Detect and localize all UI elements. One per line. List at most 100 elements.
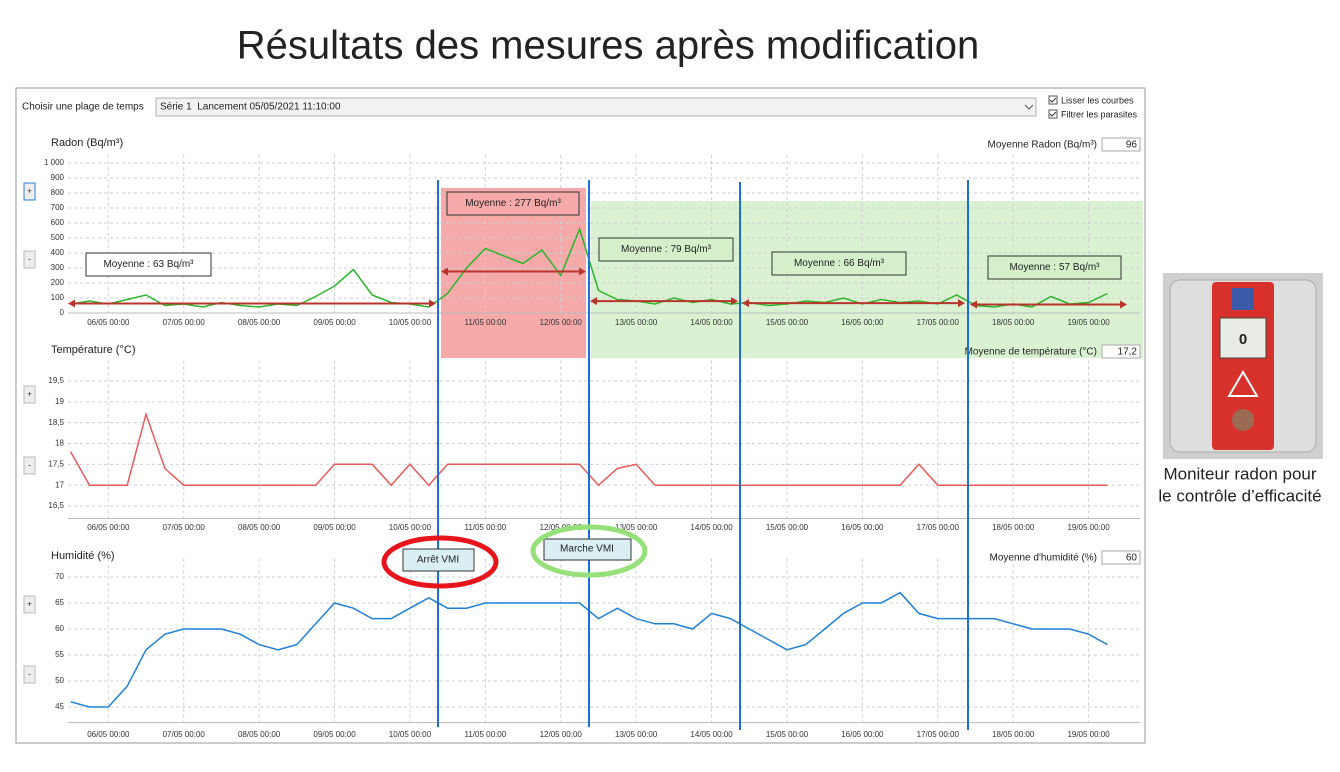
checkbox[interactable]: [1048, 109, 1058, 119]
x-tick-label: 12/05 00:00: [540, 730, 583, 739]
zoom-label: -: [28, 255, 31, 264]
x-tick-label: 11/05 00:00: [465, 523, 507, 532]
zoom-label: +: [27, 390, 32, 399]
average-box: [1101, 550, 1141, 565]
y-tick-label: 55: [55, 650, 64, 659]
period-lines: [437, 180, 969, 730]
mean-label: Moyenne : 57 Bq/m³: [1009, 262, 1100, 273]
mean-box: [85, 252, 212, 277]
y-tick-label: 500: [51, 233, 65, 242]
x-tick-label: 13/05 00:00: [615, 318, 658, 327]
y-tick-label: 18: [55, 439, 64, 448]
y-tick-label: 19: [55, 397, 64, 406]
y-tick-label: 300: [51, 263, 65, 272]
x-tick-label: 17/05 00:00: [917, 318, 960, 327]
x-tick-label: 14/05 00:00: [690, 318, 733, 327]
marker-ring: [530, 524, 648, 578]
x-tick-label: 19/05 00:00: [1067, 523, 1110, 532]
notes: Moyenne : 63 Bq/m³ Moyenne : 277 Bq/m³ Moy…: [68, 191, 1127, 309]
y-tick-label: 50: [55, 676, 64, 685]
marker-label: Marche VMI: [560, 544, 614, 555]
y-tick-label: 900: [51, 173, 65, 182]
checkbox[interactable]: [1048, 95, 1058, 105]
x-tick-label: 17/05 00:00: [917, 730, 960, 739]
x-tick-label: 15/05 00:00: [766, 318, 809, 327]
mean-label: Moyenne : 63 Bq/m³: [103, 259, 194, 270]
y-tick-label: 60: [55, 624, 64, 633]
y-tick-label: 19,5: [48, 376, 64, 385]
mean-box: [987, 255, 1122, 280]
mean-label: Moyenne : 277 Bq/m³: [465, 198, 561, 209]
dropdown-arrow: [1024, 104, 1034, 110]
x-tick-label: 10/05 00:00: [389, 523, 432, 532]
x-tick-label: 09/05 00:00: [313, 523, 356, 532]
x-tick-label: 07/05 00:00: [163, 523, 206, 532]
option-label: Filtrer les parasites: [1061, 109, 1138, 119]
average-label: Moyenne de température (°C): [965, 347, 1097, 358]
range-label: Choisir une plage de temps: [22, 102, 144, 113]
zoom-button[interactable]: [23, 665, 36, 684]
y-tick-label: 100: [51, 293, 65, 302]
x-tick-label: 18/05 00:00: [992, 730, 1035, 739]
y-tick-label: 16,5: [48, 501, 64, 510]
x-tick-label: 18/05 00:00: [992, 318, 1035, 327]
zoom-button[interactable]: [23, 456, 36, 475]
x-tick-label: 12/05 00:00: [540, 318, 583, 327]
chart-title: Température (°C): [51, 344, 135, 356]
option-label: Lisser les courbes: [1061, 95, 1134, 105]
y-tick-label: 17: [55, 480, 64, 489]
x-tick-label: 09/05 00:00: [313, 318, 356, 327]
x-tick-label: 06/05 00:00: [87, 523, 130, 532]
average-value: 17,2: [1118, 347, 1138, 358]
check-mark: [1049, 111, 1057, 117]
x-tick-label: 18/05 00:00: [992, 523, 1035, 532]
y-tick-label: 600: [51, 218, 65, 227]
zoom-button[interactable]: [23, 385, 36, 404]
x-tick-label: 15/05 00:00: [766, 730, 809, 739]
x-tick-label: 08/05 00:00: [238, 523, 281, 532]
zoom-button[interactable]: [23, 182, 36, 201]
mean-box: [446, 191, 580, 216]
device-logo: [1232, 288, 1254, 310]
zoom-button[interactable]: [23, 250, 36, 269]
y-tick-label: 400: [51, 248, 65, 257]
device-photo: 0: [1163, 273, 1323, 459]
mean-box: [771, 251, 907, 276]
x-tick-label: 19/05 00:00: [1067, 318, 1110, 327]
app-panel: [15, 87, 1146, 744]
x-tick-label: 11/05 00:00: [465, 730, 507, 739]
slide-title: Résultats des mesures après modification: [237, 24, 980, 68]
marker-box: [402, 548, 475, 572]
y-tick-label: 65: [55, 598, 64, 607]
x-tick-label: 08/05 00:00: [238, 318, 281, 327]
mean-label: Moyenne : 79 Bq/m³: [621, 244, 712, 255]
y-tick-label: 45: [55, 702, 64, 711]
x-tick-label: 19/05 00:00: [1067, 730, 1110, 739]
mean-box: [598, 237, 734, 262]
x-tick-label: 07/05 00:00: [163, 730, 206, 739]
y-tick-label: 700: [51, 203, 65, 212]
x-tick-label: 15/05 00:00: [766, 523, 809, 532]
x-tick-label: 06/05 00:00: [87, 730, 130, 739]
y-tick-label: 1 000: [44, 158, 65, 167]
y-tick-label: 800: [51, 188, 65, 197]
x-tick-label: 10/05 00:00: [389, 730, 432, 739]
mean-label: Moyenne : 66 Bq/m³: [794, 258, 885, 269]
x-tick-label: 13/05 00:00: [615, 730, 658, 739]
x-tick-label: 09/05 00:00: [313, 730, 356, 739]
zoom-label: -: [28, 461, 31, 470]
x-tick-label: 16/05 00:00: [841, 318, 884, 327]
x-tick-label: 14/05 00:00: [690, 523, 733, 532]
x-tick-label: 16/05 00:00: [841, 730, 884, 739]
device-icon: [1227, 370, 1259, 397]
range-dropdown[interactable]: [155, 97, 1037, 117]
zoom-button[interactable]: [23, 595, 36, 614]
y-tick-label: 70: [55, 572, 64, 581]
marker-ring: [381, 535, 499, 589]
caption: le contrôle d’efficacité: [1158, 486, 1321, 505]
x-tick-label: 14/05 00:00: [690, 730, 733, 739]
average-value: 96: [1126, 140, 1138, 151]
device-sensor: [1232, 409, 1254, 431]
x-tick-label: 11/05 00:00: [465, 318, 507, 327]
